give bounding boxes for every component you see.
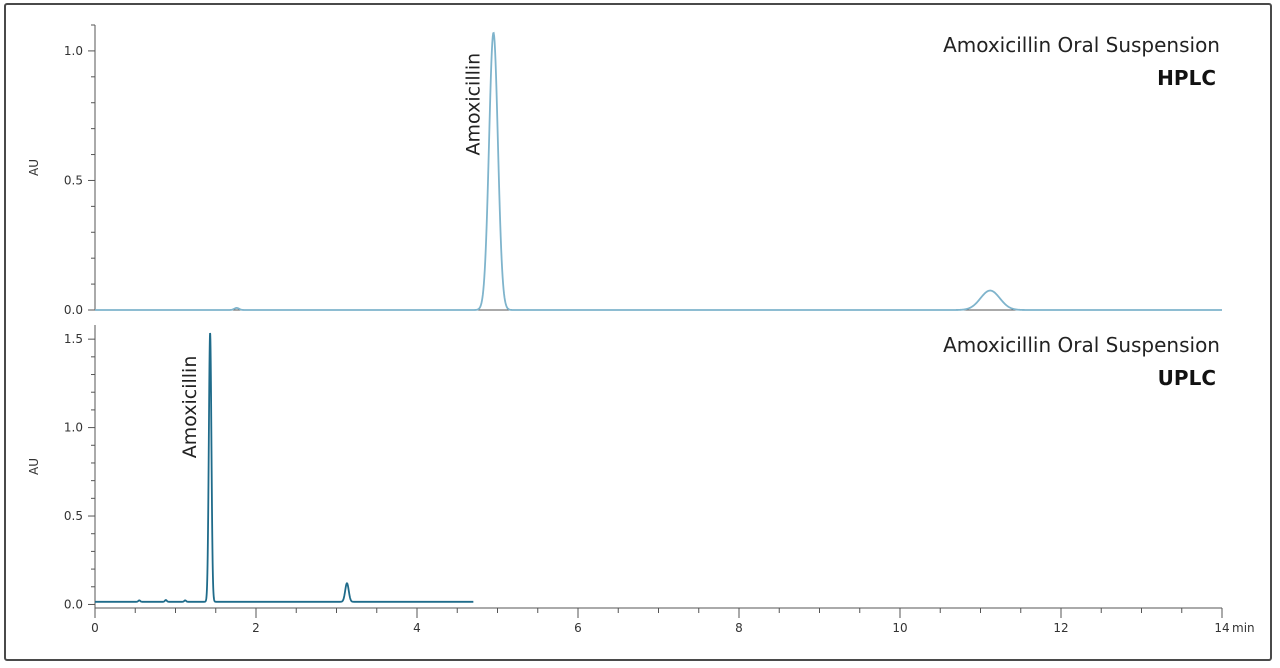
uplc-title: Amoxicillin Oral Suspension bbox=[943, 333, 1220, 357]
hplc-subtitle: HPLC bbox=[1157, 66, 1216, 90]
hplc-peak-label: Amoxicillin bbox=[462, 53, 484, 156]
x-tick-label: 2 bbox=[252, 621, 260, 635]
y-tick-label: 1.0 bbox=[64, 421, 83, 435]
x-tick-label: 12 bbox=[1053, 621, 1068, 635]
hplc-title: Amoxicillin Oral Suspension bbox=[943, 33, 1220, 57]
uplc-panel: 0.0 0.5 1.0 1.5 0 2 4 6 8 10 12 14 AU Amoxicillin … bbox=[27, 325, 1255, 635]
figure-frame: 0.0 0.5 1.0 AU Amoxicillin Oral Suspension… bbox=[4, 3, 1272, 661]
hplc-y-ticks: 0.0 0.5 1.0 bbox=[64, 24, 95, 317]
y-tick-label: 0.5 bbox=[64, 509, 83, 523]
y-tick-label: 0.5 bbox=[64, 173, 83, 187]
uplc-trace bbox=[95, 332, 474, 603]
hplc-panel: 0.0 0.5 1.0 AU Amoxicillin Oral Suspension… bbox=[27, 24, 1222, 317]
hplc-trace bbox=[95, 31, 1222, 311]
uplc-y-axis-label: AU bbox=[27, 458, 41, 475]
uplc-peak-label: Amoxicillin bbox=[179, 356, 201, 459]
y-tick-label: 1.0 bbox=[64, 44, 83, 58]
hplc-y-axis-label: AU bbox=[27, 159, 41, 176]
y-tick-label: 1.5 bbox=[64, 332, 83, 346]
uplc-subtitle: UPLC bbox=[1158, 366, 1216, 390]
x-axis-unit: min bbox=[1232, 621, 1255, 635]
chromatogram-chart: 0.0 0.5 1.0 AU Amoxicillin Oral Suspension… bbox=[27, 24, 1255, 635]
y-tick-label: 0.0 bbox=[64, 597, 83, 611]
y-tick-label: 0.0 bbox=[64, 303, 83, 317]
x-tick-label: 0 bbox=[91, 621, 99, 635]
uplc-x-ticks: 0 2 4 6 8 10 12 14 bbox=[91, 608, 1230, 635]
x-tick-label: 6 bbox=[574, 621, 582, 635]
uplc-y-ticks: 0.0 0.5 1.0 1.5 bbox=[64, 332, 95, 611]
x-tick-label: 10 bbox=[892, 621, 907, 635]
x-tick-label: 14 bbox=[1214, 621, 1229, 635]
x-tick-label: 8 bbox=[735, 621, 743, 635]
x-tick-label: 4 bbox=[413, 621, 421, 635]
